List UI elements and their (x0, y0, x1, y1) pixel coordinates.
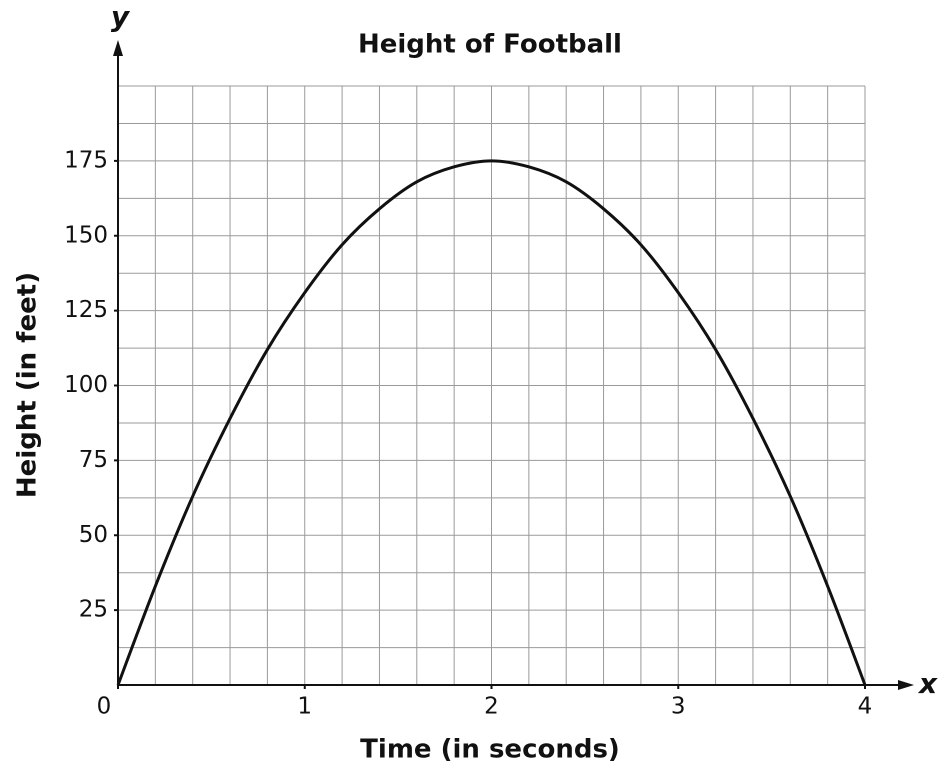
line-series (116, 159, 867, 686)
x-tick-label: 3 (671, 694, 686, 720)
x-tick-label: 4 (858, 694, 873, 720)
y-axis-label: Height (in feet) (13, 272, 43, 498)
x-axis-arrow (898, 680, 914, 690)
x-axis-letter: x (917, 667, 938, 700)
y-tick-label: 175 (64, 147, 108, 173)
y-tick-label: 100 (64, 372, 108, 398)
x-tick-label: 2 (484, 694, 499, 720)
chart-title: Height of Football (358, 30, 622, 60)
y-axis-letter: y (111, 0, 131, 33)
y-tick-label: 50 (79, 522, 108, 548)
y-axis-arrow (113, 40, 123, 56)
y-tick-label: 25 (79, 597, 108, 623)
x-tick-label: 0 (97, 694, 112, 720)
y-tick-label: 125 (64, 297, 108, 323)
y-tick-label: 150 (64, 222, 108, 248)
y-tick-label: 75 (79, 447, 108, 473)
x-axis-label: Time (in seconds) (360, 735, 620, 765)
x-tick-label: 1 (297, 694, 312, 720)
